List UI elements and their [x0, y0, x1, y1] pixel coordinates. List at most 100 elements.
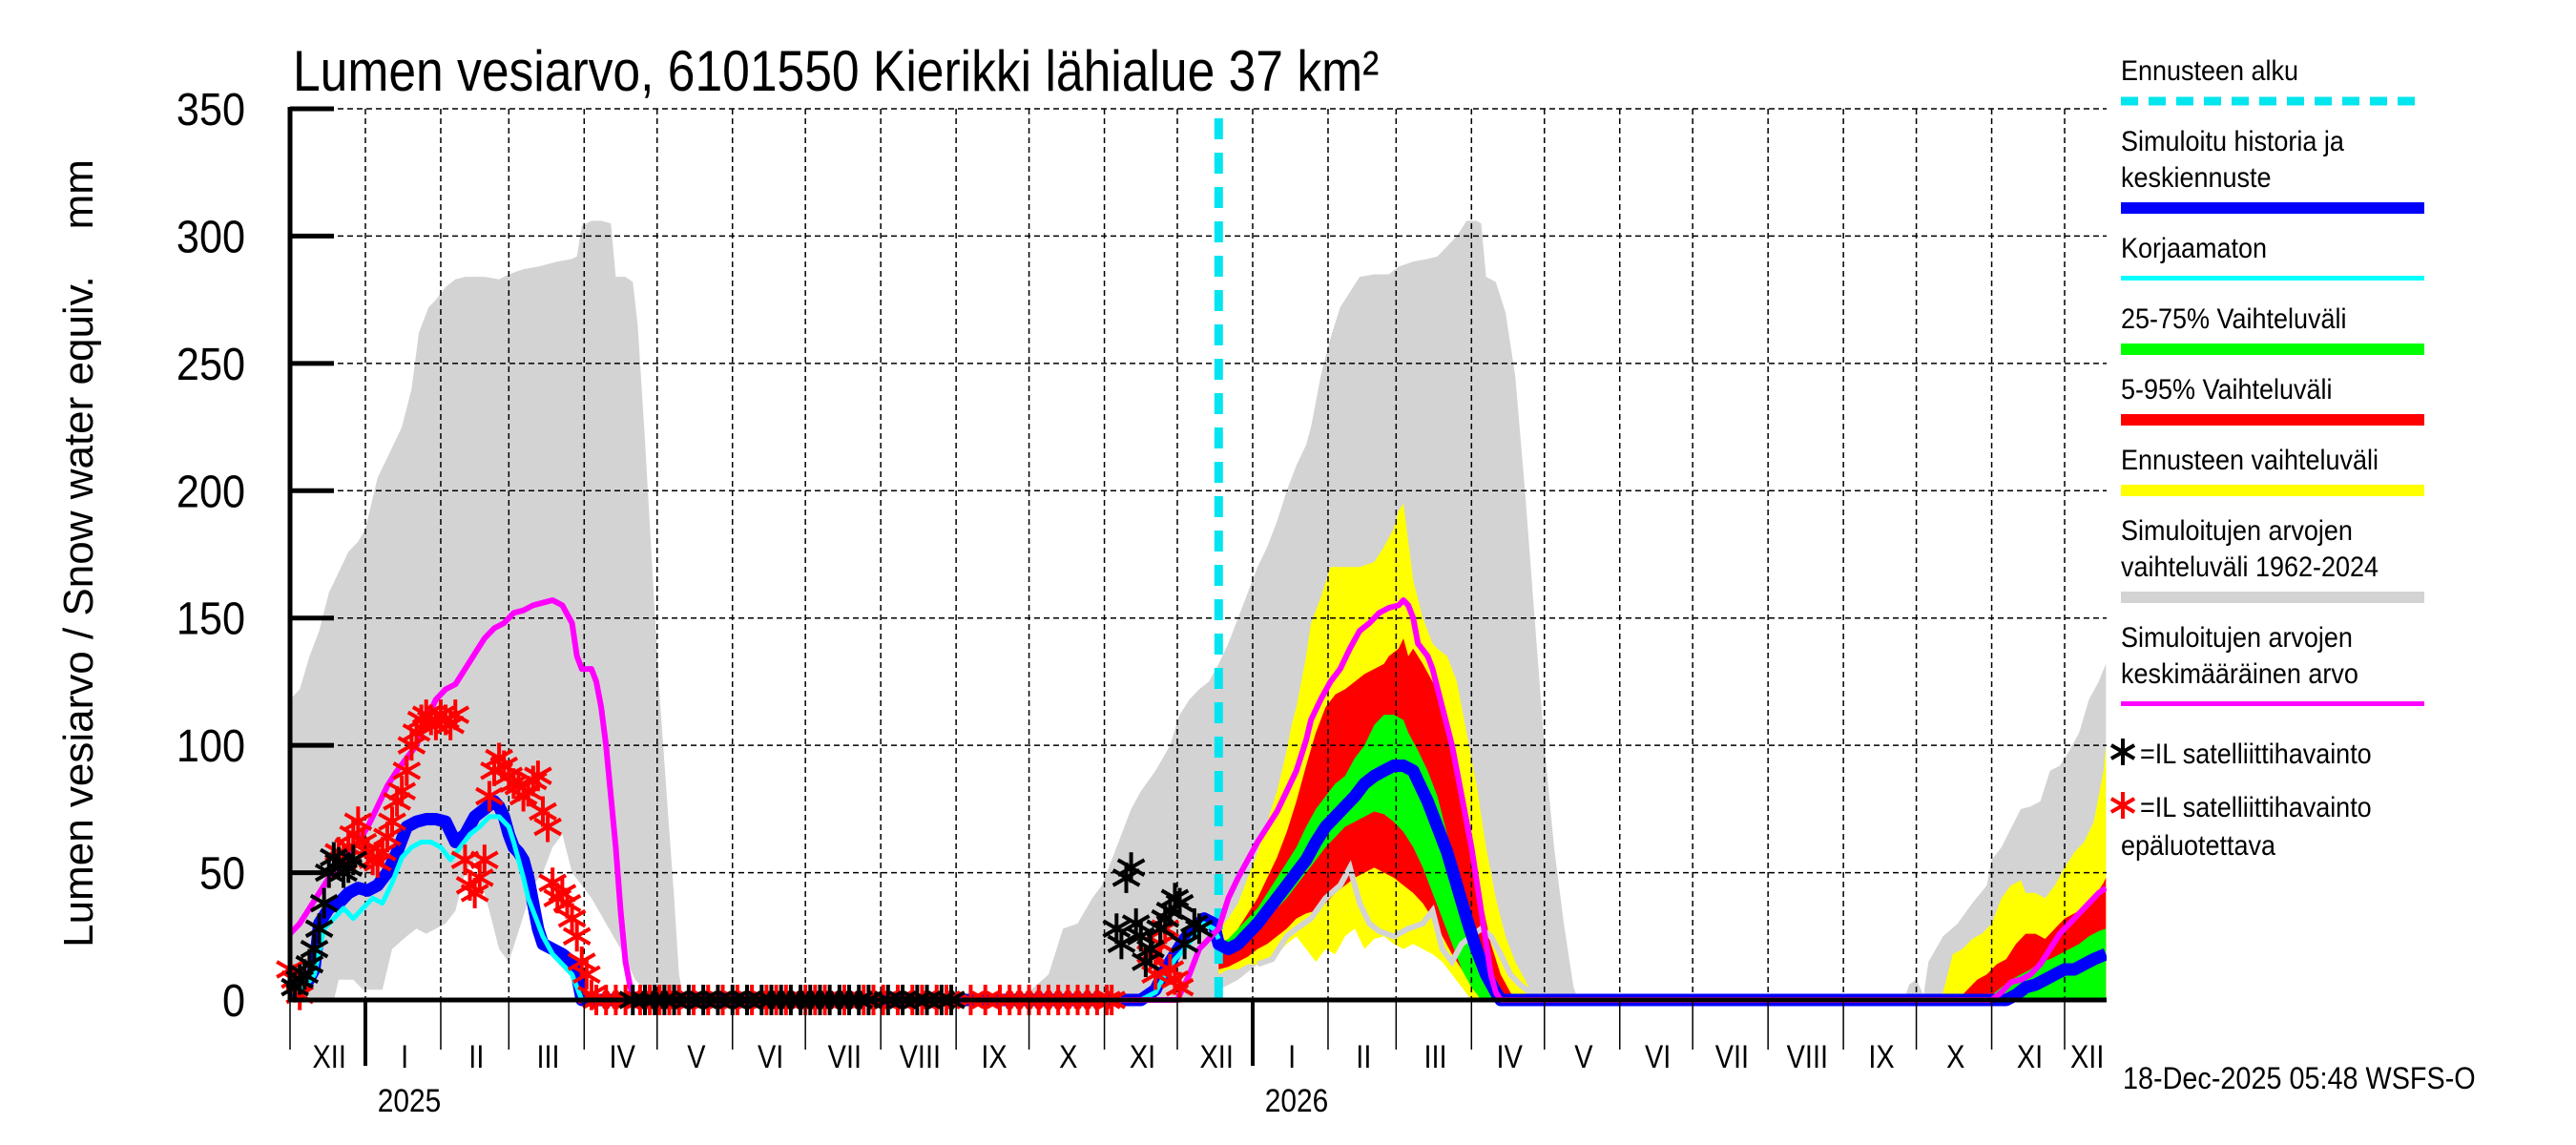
chart-title: Lumen vesiarvo, 6101550 Kierikki lähialu… — [293, 38, 1379, 103]
reliable-observation-point — [1170, 928, 1199, 960]
month-label: VII — [828, 1038, 862, 1075]
unreliable-observation-point — [441, 699, 470, 731]
y-axis-label: Lumen vesiarvo / Snow water equiv. mm — [55, 159, 102, 947]
reliable-observation-point — [304, 913, 334, 945]
unreliable-observation-point — [392, 755, 422, 786]
reliable-observation-point — [1185, 913, 1214, 945]
month-label: II — [468, 1038, 484, 1075]
legend-label: Simuloitujen arvojen — [2121, 622, 2353, 655]
legend-label: =IL satelliittihavainto — [2140, 792, 2372, 824]
reliable-observation-point — [1179, 907, 1209, 939]
reliable-observation-point — [1160, 883, 1190, 914]
legend-item: Simuloitu historia ja keskiennuste — [2121, 126, 2424, 214]
month-label: III — [536, 1038, 559, 1075]
month-label: IV — [1497, 1038, 1523, 1075]
reliable-observation-point — [1116, 852, 1146, 884]
month-label: IV — [610, 1038, 635, 1075]
y-tick-label: 150 — [177, 593, 245, 645]
legend-label: =IL satelliittihavainto — [2140, 739, 2372, 771]
y-axis-labels: 0 50 100 150 200 250 300 350 — [177, 84, 245, 1027]
reliable-observation-point — [1136, 933, 1165, 965]
month-label: XII — [1200, 1038, 1234, 1075]
legend-item: Ennusteen alku — [2121, 55, 2424, 106]
unreliable-observation-point — [1165, 971, 1195, 1003]
timestamp: 18-Dec-2025 05:48 WSFS-O — [2123, 1062, 2476, 1096]
unreliable-observation-point — [562, 921, 592, 952]
legend-label: Simuloitu historia ja — [2121, 126, 2344, 158]
y-tick-label: 300 — [177, 211, 245, 262]
unreliable-observation-point — [529, 796, 557, 827]
legend-swatch — [2121, 592, 2424, 603]
month-label: IX — [1868, 1038, 1894, 1075]
legend-swatch — [2121, 276, 2424, 281]
unreliable-observation-point — [571, 959, 601, 990]
axes-layer — [287, 106, 2107, 1066]
unreliable-observation-point — [378, 806, 406, 838]
unreliable-observation-point — [552, 887, 582, 919]
legend-swatch — [2121, 485, 2424, 496]
unreliable-observation-point — [518, 765, 548, 797]
reliable-observation-point — [1107, 928, 1136, 960]
month-label: IX — [981, 1038, 1007, 1075]
unreliable-observation-point — [465, 862, 494, 893]
legend-item: 5-95% Vaihteluväli — [2121, 374, 2424, 426]
legend-marker-item: =IL satelliittihavainto epäluotettava — [2109, 792, 2372, 863]
legend-label: 25-75% Vaihteluväli — [2121, 303, 2346, 336]
month-label: X — [1946, 1038, 1964, 1075]
month-label: VIII — [1787, 1038, 1828, 1075]
month-label: XI — [2017, 1038, 2043, 1075]
month-label: V — [687, 1038, 705, 1075]
asterisk-icon — [2109, 739, 2136, 765]
legend-label: keskimääräinen arvo — [2121, 658, 2358, 691]
legend-swatch — [2121, 701, 2424, 706]
legend-label: Korjaamaton — [2121, 233, 2267, 265]
unreliable-observation-point — [436, 709, 466, 740]
reliable-observation-point — [1111, 862, 1141, 893]
month-label: I — [401, 1038, 408, 1075]
unreliable-observation-point — [533, 811, 562, 843]
reliable-observation-point — [1102, 913, 1132, 945]
x-axis-labels: XII I II III IV V VI VII VIII IX X XI XII I II III IV V VI… — [313, 1038, 2105, 1119]
month-label: VIII — [900, 1038, 941, 1075]
unreliable-observation-point — [524, 760, 552, 792]
month-label: XII — [2070, 1038, 2104, 1075]
y-tick-label: 100 — [177, 720, 245, 772]
legend-label: epäluotettava — [2121, 830, 2275, 863]
reliable-observation-point — [300, 933, 329, 965]
legend-label: Ennusteen alku — [2121, 55, 2298, 88]
month-label: VI — [758, 1038, 783, 1075]
legend-swatch — [2121, 414, 2424, 426]
asterisk-icon — [2109, 792, 2136, 819]
unreliable-observation-point — [475, 781, 504, 812]
legend-swatch — [2121, 344, 2424, 355]
month-label: III — [1423, 1038, 1446, 1075]
unreliable-observation-point — [460, 877, 489, 908]
month-label: VI — [1645, 1038, 1671, 1075]
legend-item: Simuloitujen arvojen vaihteluväli 1962-20… — [2121, 515, 2424, 603]
grey-min-trace — [1257, 860, 1542, 1003]
month-label: X — [1059, 1038, 1077, 1075]
y-tick-label: 250 — [177, 339, 245, 390]
y-tick-label: 50 — [199, 847, 245, 899]
y-tick-label: 0 — [222, 975, 245, 1027]
legend-label: keskiennuste — [2121, 162, 2271, 195]
reliable-observation-point — [339, 844, 368, 876]
legend-marker-item: =IL satelliittihavainto — [2109, 739, 2372, 771]
month-label: V — [1574, 1038, 1592, 1075]
reliable-observation-point — [309, 887, 339, 919]
unreliable-observation-point — [367, 837, 397, 868]
legend-label: 5-95% Vaihteluväli — [2121, 374, 2332, 406]
y-tick-label: 200 — [177, 466, 245, 517]
y-tick-label: 350 — [177, 84, 245, 135]
month-label: XII — [313, 1038, 346, 1075]
reliable-observation-point — [295, 948, 324, 980]
legend-item: Korjaamaton — [2121, 233, 2424, 281]
month-label: XI — [1130, 1038, 1155, 1075]
legend-label: vaihteluväli 1962-2024 — [2121, 552, 2379, 584]
unreliable-observation-point — [383, 785, 411, 817]
unreliable-observation-point — [557, 903, 587, 934]
month-label: II — [1356, 1038, 1371, 1075]
legend-swatch — [2121, 202, 2424, 214]
